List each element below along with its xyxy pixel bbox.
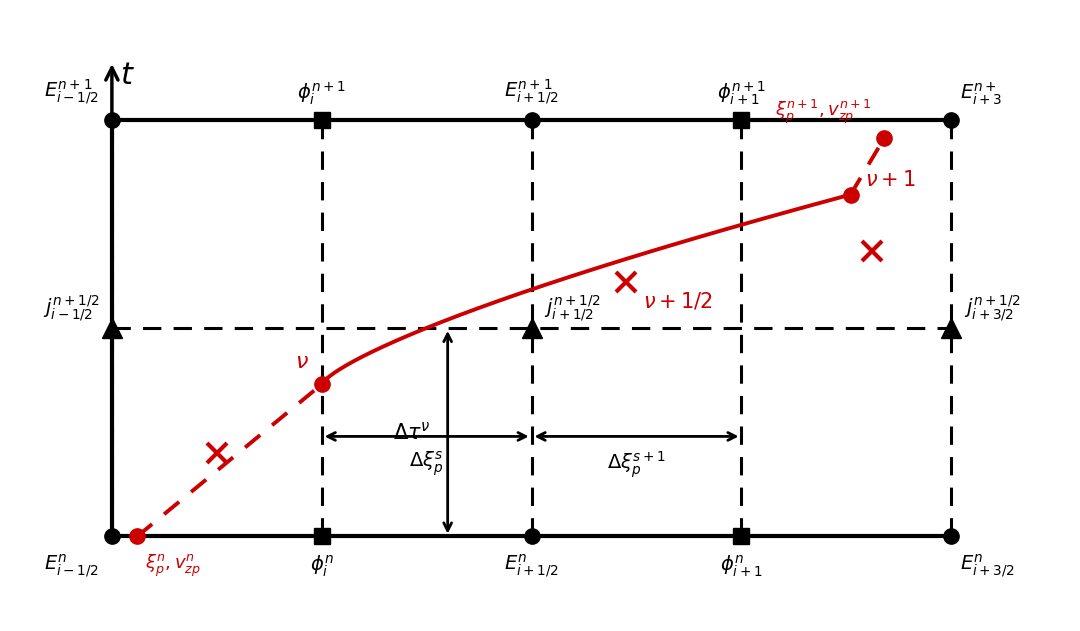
Text: $E_{i+3}^{n+}$: $E_{i+3}^{n+}$ <box>960 80 1002 107</box>
Text: $\xi_p^{n+1}, v_{zp}^{n+1}$: $\xi_p^{n+1}, v_{zp}^{n+1}$ <box>775 97 872 126</box>
Text: $j_{i+1/2}^{n+1/2}$: $j_{i+1/2}^{n+1/2}$ <box>544 293 600 324</box>
Text: $t$: $t$ <box>120 61 135 90</box>
Text: $\Delta\tau^\nu$: $\Delta\tau^\nu$ <box>393 422 431 443</box>
Text: $\xi_p^n, v_{zp}^n$: $\xi_p^n, v_{zp}^n$ <box>146 553 201 579</box>
Text: $j_{i-1/2}^{n+1/2}$: $j_{i-1/2}^{n+1/2}$ <box>43 293 99 324</box>
Text: $\nu$: $\nu$ <box>295 352 309 372</box>
Text: $E_{i-1/2}^{n}$: $E_{i-1/2}^{n}$ <box>44 553 99 581</box>
Text: $\nu + 1$: $\nu + 1$ <box>865 170 916 191</box>
Text: $E_{i+1/2}^{n+1}$: $E_{i+1/2}^{n+1}$ <box>504 78 559 107</box>
Text: $\phi_{i+1}^{n}$: $\phi_{i+1}^{n}$ <box>720 553 762 579</box>
Text: $j_{i+3/2}^{n+1/2}$: $j_{i+3/2}^{n+1/2}$ <box>964 293 1021 324</box>
Text: $\Delta\xi_p^{s+1}$: $\Delta\xi_p^{s+1}$ <box>607 449 666 480</box>
Text: $E_{i+1/2}^{n}$: $E_{i+1/2}^{n}$ <box>504 553 559 581</box>
Text: $\nu + 1/2$: $\nu + 1/2$ <box>643 290 713 312</box>
Text: $E_{i-1/2}^{n+1}$: $E_{i-1/2}^{n+1}$ <box>44 78 99 107</box>
Text: $\phi_i^{n}$: $\phi_i^{n}$ <box>310 553 334 579</box>
Text: $E_{i+3/2}^{n}$: $E_{i+3/2}^{n}$ <box>960 553 1014 581</box>
Text: $\phi_{i+1}^{n+1}$: $\phi_{i+1}^{n+1}$ <box>717 80 766 107</box>
Text: $\phi_i^{n+1}$: $\phi_i^{n+1}$ <box>297 80 347 107</box>
Text: $\Delta\xi_p^s$: $\Delta\xi_p^s$ <box>409 449 444 478</box>
